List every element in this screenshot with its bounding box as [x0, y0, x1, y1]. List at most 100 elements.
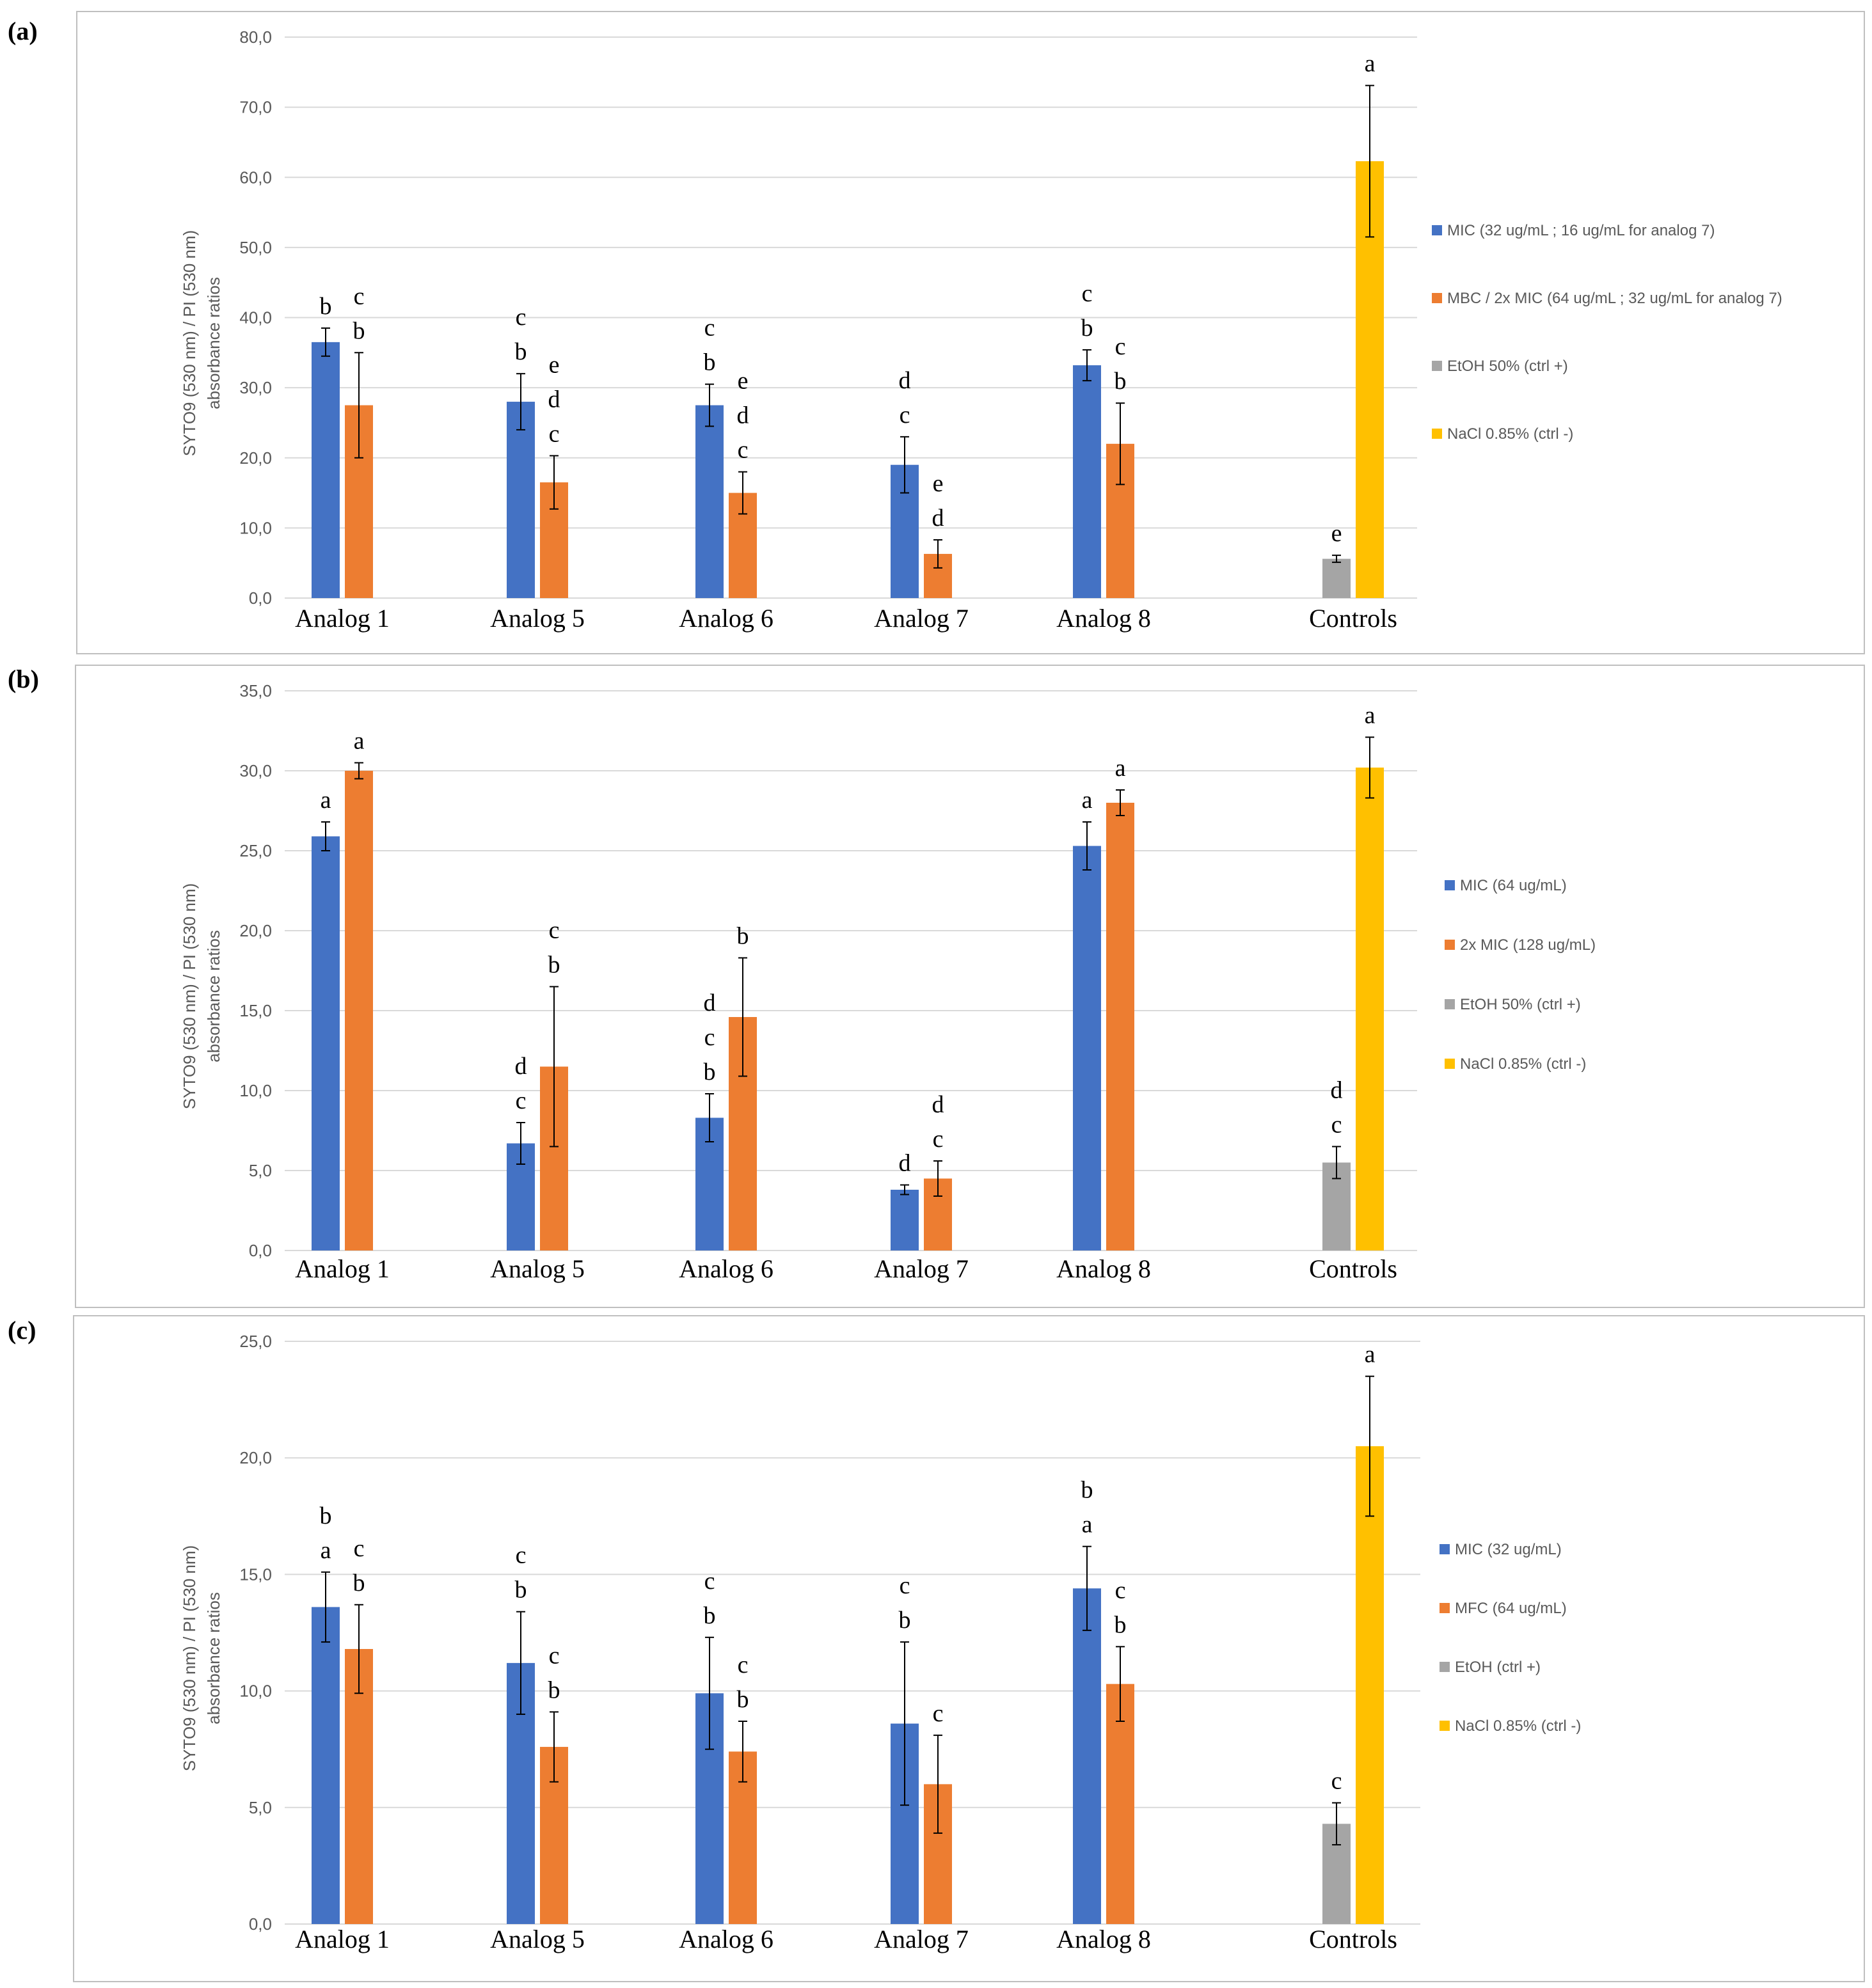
significance-letter: b [1114, 368, 1127, 395]
significance-letter: c [354, 1535, 365, 1562]
bar [1073, 365, 1101, 598]
significance-letter: e [549, 351, 560, 378]
significance-letter: c [1115, 1577, 1126, 1604]
legend-entry: EtOH (ctrl +) [1455, 1659, 1541, 1676]
significance-letter: a [1082, 787, 1093, 814]
legend-swatch [1445, 1059, 1455, 1069]
x-category-label: Controls [1309, 604, 1397, 633]
significance-letter: c [516, 1087, 527, 1114]
significance-letter: c [516, 1542, 527, 1569]
significance-letter: c [549, 420, 560, 447]
significance-letter: c [516, 304, 527, 331]
y-axis-title: SYTO9 (530 nm) / PI (530 nm) [180, 230, 199, 457]
y-tick-label: 15,0 [239, 1565, 272, 1584]
bar [1106, 803, 1134, 1250]
legend-entry: 2x MIC (128 ug/mL) [1460, 936, 1596, 954]
legend-entry: MBC / 2x MIC (64 ug/mL ; 32 ug/mL for an… [1447, 290, 1782, 307]
y-axis-title: SYTO9 (530 nm) / PI (530 nm) [180, 883, 199, 1110]
panel-frame [75, 665, 1865, 1308]
bar [312, 836, 340, 1250]
x-category-label: Analog 8 [1056, 1254, 1151, 1283]
bar [345, 1649, 373, 1924]
significance-letter: c [738, 437, 749, 464]
x-category-label: Analog 5 [490, 604, 585, 633]
bar [312, 342, 340, 598]
x-category-label: Analog 8 [1056, 1925, 1151, 1953]
y-tick-label: 25,0 [239, 1332, 272, 1351]
y-tick-label: 15,0 [239, 1001, 272, 1020]
significance-letter: a [1365, 1341, 1376, 1368]
y-tick-label: 30,0 [239, 761, 272, 780]
y-tick-label: 70,0 [239, 98, 272, 117]
y-tick-label: 60,0 [239, 168, 272, 187]
x-category-label: Analog 6 [679, 1254, 773, 1283]
significance-letter: b [320, 1503, 332, 1529]
significance-letter: b [1081, 315, 1093, 342]
significance-letter: b [737, 1686, 749, 1713]
x-category-label: Analog 5 [490, 1925, 585, 1953]
significance-letter: b [548, 1676, 560, 1703]
significance-letter: b [1114, 1611, 1127, 1638]
bar [1106, 1684, 1134, 1924]
x-category-label: Analog 7 [874, 604, 969, 633]
significance-letter: e [1331, 520, 1342, 547]
x-category-label: Analog 6 [679, 604, 773, 633]
x-category-label: Analog 8 [1056, 604, 1151, 633]
significance-letter: d [548, 386, 560, 413]
legend-swatch [1440, 1603, 1450, 1613]
y-tick-label: 50,0 [239, 238, 272, 257]
significance-letter: d [704, 990, 716, 1016]
bar [507, 402, 535, 598]
significance-letter: c [704, 1568, 715, 1595]
significance-letter: c [354, 283, 365, 310]
y-tick-label: 40,0 [239, 308, 272, 327]
significance-letter: a [354, 728, 365, 755]
significance-letter: c [549, 917, 560, 944]
y-tick-label: 10,0 [239, 1081, 272, 1100]
legend-swatch [1432, 361, 1442, 371]
significance-letter: a [1365, 702, 1376, 729]
y-axis-title: absorbance ratios [204, 1592, 223, 1724]
bar [312, 1607, 340, 1924]
y-tick-label: 0,0 [249, 1241, 272, 1260]
x-category-label: Controls [1309, 1925, 1397, 1953]
significance-letter: a [321, 1537, 331, 1564]
significance-letter: b [320, 293, 332, 320]
significance-letter: b [515, 1577, 527, 1604]
significance-letter: b [353, 317, 365, 344]
significance-letter: c [933, 1126, 944, 1153]
legend-entry: MFC (64 ug/mL) [1455, 1600, 1567, 1617]
x-category-label: Analog 1 [295, 604, 390, 633]
panel-label: (b) [8, 665, 39, 693]
significance-letter: c [1331, 1112, 1342, 1139]
legend-swatch [1432, 429, 1442, 439]
legend-entry: MIC (64 ug/mL) [1460, 877, 1567, 894]
y-axis-title: SYTO9 (530 nm) / PI (530 nm) [180, 1545, 199, 1772]
significance-letter: b [548, 952, 560, 979]
y-tick-label: 10,0 [239, 518, 272, 537]
y-tick-label: 80,0 [239, 28, 272, 47]
bar [1073, 846, 1101, 1250]
panel-frame [73, 1315, 1865, 1982]
significance-letter: c [900, 1572, 910, 1599]
legend-entry: EtOH 50% (ctrl +) [1460, 996, 1581, 1013]
legend-swatch [1445, 940, 1455, 950]
significance-letter: d [932, 1091, 944, 1118]
y-tick-label: 25,0 [239, 841, 272, 860]
significance-letter: d [932, 505, 944, 532]
y-tick-label: 30,0 [239, 378, 272, 397]
legend-entry: NaCl 0.85% (ctrl -) [1447, 425, 1573, 443]
significance-letter: b [515, 338, 527, 365]
legend-swatch [1432, 225, 1442, 235]
significance-letter: b [704, 1602, 716, 1629]
legend-entry: MIC (32 ug/mL ; 16 ug/mL for analog 7) [1447, 222, 1715, 239]
significance-letter: d [515, 1053, 527, 1080]
significance-letter: a [321, 787, 331, 814]
bar [1322, 558, 1351, 598]
y-tick-label: 0,0 [249, 1914, 272, 1934]
panel-frame [76, 11, 1865, 654]
significance-letter: c [704, 315, 715, 342]
y-tick-label: 20,0 [239, 448, 272, 468]
significance-letter: d [737, 402, 749, 429]
